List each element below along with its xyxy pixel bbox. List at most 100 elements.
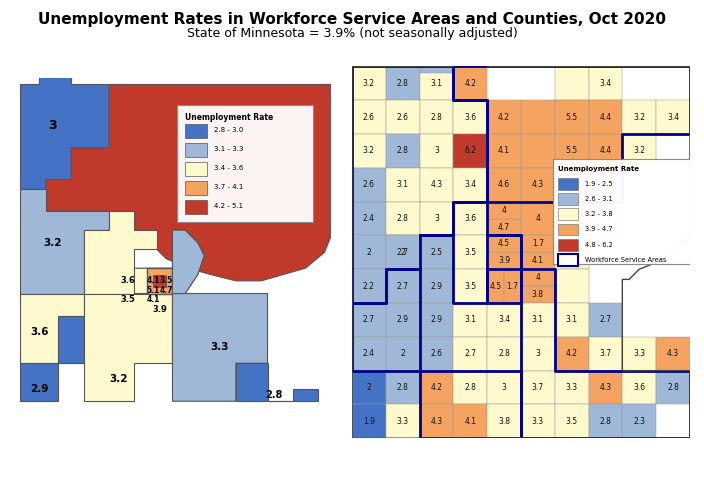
Bar xyxy=(420,67,453,100)
Text: 4.2: 4.2 xyxy=(430,383,443,392)
Bar xyxy=(453,404,487,438)
Text: 3: 3 xyxy=(434,214,439,223)
Bar xyxy=(521,202,555,236)
Bar xyxy=(386,303,420,337)
Text: 4.1: 4.1 xyxy=(147,276,160,285)
Text: 3.4: 3.4 xyxy=(498,316,510,324)
Text: 5.5: 5.5 xyxy=(565,147,578,155)
Bar xyxy=(558,223,579,236)
Bar xyxy=(352,202,386,236)
Polygon shape xyxy=(46,84,331,281)
Bar xyxy=(420,168,453,202)
Bar xyxy=(487,202,521,219)
Bar xyxy=(386,100,420,134)
Text: 3.3: 3.3 xyxy=(396,417,409,426)
Text: 3.6: 3.6 xyxy=(120,276,136,285)
Text: 3: 3 xyxy=(536,349,540,358)
Text: 4.3: 4.3 xyxy=(430,417,443,426)
Text: 2.4: 2.4 xyxy=(363,349,375,358)
Text: 3.9: 3.9 xyxy=(498,256,510,265)
Text: 3.1 - 3.3: 3.1 - 3.3 xyxy=(214,147,243,152)
Text: 2.8: 2.8 xyxy=(397,147,408,155)
Text: 4.1: 4.1 xyxy=(532,256,544,265)
Bar xyxy=(589,303,622,337)
Bar xyxy=(352,269,386,303)
Bar xyxy=(453,269,487,303)
Bar xyxy=(185,143,208,157)
Text: 1.9: 1.9 xyxy=(363,417,375,426)
Text: 2.8: 2.8 xyxy=(667,383,679,392)
Text: 4: 4 xyxy=(536,273,540,282)
Bar xyxy=(420,269,453,303)
Bar xyxy=(555,370,589,404)
Bar xyxy=(352,337,386,370)
Bar xyxy=(521,134,555,168)
Bar xyxy=(453,134,487,168)
Text: 3.5: 3.5 xyxy=(464,282,477,291)
Bar xyxy=(420,236,453,269)
Text: 3.1: 3.1 xyxy=(430,79,443,88)
Text: 3.9: 3.9 xyxy=(599,214,612,223)
Text: 3.1: 3.1 xyxy=(396,180,409,189)
Bar xyxy=(352,303,386,337)
Text: 4.1: 4.1 xyxy=(464,417,477,426)
Bar xyxy=(487,219,521,236)
Text: 1.9 - 2.5: 1.9 - 2.5 xyxy=(585,181,612,187)
Bar xyxy=(487,168,521,202)
Bar xyxy=(453,100,487,134)
Bar xyxy=(555,100,589,134)
Bar xyxy=(555,236,589,269)
Bar xyxy=(555,404,589,438)
Bar xyxy=(521,168,555,202)
Bar xyxy=(386,370,420,404)
Bar xyxy=(352,100,386,134)
Text: 3.2: 3.2 xyxy=(363,79,375,88)
Text: 2.8: 2.8 xyxy=(498,349,510,358)
Bar xyxy=(386,236,420,269)
Bar xyxy=(589,67,622,100)
FancyBboxPatch shape xyxy=(177,105,313,222)
Bar xyxy=(589,337,622,370)
Text: 3.1: 3.1 xyxy=(464,316,477,324)
Text: 2.7: 2.7 xyxy=(599,316,612,324)
Bar xyxy=(622,134,656,168)
Bar xyxy=(521,252,555,269)
Text: 4: 4 xyxy=(536,214,540,223)
Bar xyxy=(558,239,579,251)
Bar xyxy=(555,67,589,100)
Bar xyxy=(555,303,589,337)
Bar xyxy=(352,370,386,404)
Text: 3.4: 3.4 xyxy=(464,180,477,189)
Text: 2.6: 2.6 xyxy=(363,113,375,122)
Text: 4.4: 4.4 xyxy=(599,113,612,122)
Text: 3.5: 3.5 xyxy=(120,295,136,304)
Bar xyxy=(589,202,622,236)
Polygon shape xyxy=(147,268,172,294)
FancyBboxPatch shape xyxy=(553,159,691,264)
Text: 3.1: 3.1 xyxy=(532,316,544,324)
Text: 2: 2 xyxy=(401,248,405,257)
Bar xyxy=(656,370,690,404)
Text: 2.7: 2.7 xyxy=(396,282,409,291)
Text: 2.6: 2.6 xyxy=(430,349,443,358)
Text: 4.6: 4.6 xyxy=(498,180,510,189)
Bar xyxy=(453,370,487,404)
Text: 2.9: 2.9 xyxy=(30,384,49,393)
Text: 4.5: 4.5 xyxy=(489,282,502,291)
Bar xyxy=(521,236,555,252)
Bar xyxy=(555,337,589,370)
Bar xyxy=(386,269,420,303)
Text: 3.2 - 3.8: 3.2 - 3.8 xyxy=(585,211,612,217)
Text: 2.6: 2.6 xyxy=(363,180,375,189)
Text: 2: 2 xyxy=(401,349,405,358)
Bar xyxy=(386,404,420,438)
Bar xyxy=(453,168,487,202)
Text: Workforce Service Areas: Workforce Service Areas xyxy=(585,257,667,263)
Bar xyxy=(521,269,555,286)
Polygon shape xyxy=(84,294,172,401)
Bar xyxy=(487,236,521,252)
Bar xyxy=(386,236,420,269)
Text: 4.2: 4.2 xyxy=(464,79,477,88)
Bar xyxy=(487,303,521,337)
Bar xyxy=(453,236,487,269)
